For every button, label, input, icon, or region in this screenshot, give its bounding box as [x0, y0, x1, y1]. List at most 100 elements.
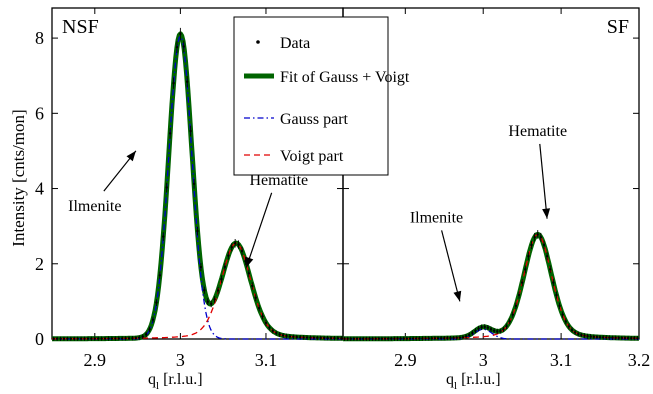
- data-point-right-45: [483, 324, 486, 330]
- data-point-right-24: [418, 336, 421, 341]
- data-point-right-10: [374, 336, 377, 341]
- data-point-right-66: [549, 265, 552, 274]
- legend: Data Fit of Gauss + Voigt Gauss part Voi…: [233, 16, 410, 176]
- data-point-right-80: [592, 334, 596, 340]
- legend-label-gauss: Gauss part: [280, 111, 349, 128]
- data-point-right-53: [508, 318, 511, 325]
- data-point-right-61: [533, 232, 536, 242]
- data-point-left-48: [216, 286, 220, 295]
- data-point-left-40: [189, 125, 192, 137]
- data-point-right-62: [536, 230, 539, 239]
- data-point-left-33: [165, 182, 168, 193]
- data-point-left-49: [220, 275, 223, 283]
- annotation-arrowhead-right-1: [542, 208, 551, 219]
- x-axis-label-right: ql [r.l.u.]: [446, 371, 501, 392]
- data-point-right-81: [595, 334, 599, 340]
- data-point-left-79: [322, 335, 326, 341]
- data-point-left-74: [305, 335, 309, 340]
- data-point-right-17: [396, 336, 399, 341]
- data-point-right-56: [517, 291, 521, 299]
- data-point-left-50: [223, 262, 227, 271]
- data-point-right-89: [620, 335, 624, 341]
- panel-title-right: SF: [607, 16, 629, 38]
- data-point-left-73: [302, 335, 305, 340]
- data-point-left-61: [261, 313, 264, 320]
- data-point-right-36: [455, 335, 458, 341]
- data-point-right-31: [439, 336, 443, 341]
- data-point-right-79: [589, 334, 592, 339]
- data-point-right-50: [499, 328, 502, 334]
- annotation-arrow-right-1: [539, 143, 548, 219]
- data-point-right-71: [564, 318, 567, 325]
- data-point-left-41: [192, 178, 196, 189]
- data-point-right-11: [377, 336, 381, 341]
- data-point-left-47: [213, 295, 216, 303]
- data-point-left-66: [278, 332, 281, 337]
- data-point-left-2: [59, 336, 62, 341]
- data-point-left-16: [107, 336, 110, 341]
- data-point-right-64: [542, 240, 546, 250]
- data-point-right-87: [614, 335, 617, 341]
- data-point-right-92: [630, 335, 633, 341]
- y-tick-label-4: 8: [35, 28, 44, 48]
- data-point-right-4: [355, 336, 359, 341]
- panel-title-left: NSF: [62, 16, 99, 38]
- data-point-left-84: [340, 336, 343, 341]
- data-point-left-22: [127, 336, 131, 341]
- data-point-left-37: [179, 27, 182, 40]
- data-point-left-53: [233, 239, 237, 248]
- data-point-left-63: [268, 324, 271, 331]
- data-point-right-57: [520, 278, 524, 287]
- data-point-right-49: [496, 328, 499, 335]
- data-point-left-78: [319, 335, 322, 341]
- data-point-left-54: [237, 240, 240, 249]
- data-point-right-48: [492, 327, 496, 334]
- data-point-left-12: [93, 336, 96, 341]
- data-point-right-72: [567, 323, 571, 330]
- legend-label-fit: Fit of Gauss + Voigt: [280, 69, 410, 86]
- data-point-right-76: [580, 332, 583, 338]
- annotation-label-left-0: Ilmenite: [68, 198, 121, 215]
- x-tick-label-right-0: 2.9: [394, 350, 417, 370]
- data-point-right-78: [586, 333, 589, 339]
- data-point-right-18: [399, 336, 402, 341]
- panel-nsf: 2.9 3 3.1 0 2 4 6 8 NSF Ilmenite Hematite: [35, 7, 345, 370]
- data-point-left-59: [254, 294, 257, 302]
- data-point-right-33: [446, 335, 449, 341]
- legend-marker-data: [256, 40, 260, 44]
- data-point-right-21: [408, 336, 412, 341]
- data-point-right-58: [524, 265, 527, 274]
- data-point-right-1: [346, 336, 349, 341]
- data-point-left-70: [292, 334, 295, 340]
- data-point-right-52: [505, 323, 508, 330]
- data-point-left-26: [141, 334, 144, 339]
- data-point-left-4: [66, 336, 69, 341]
- data-point-right-74: [573, 329, 577, 335]
- data-point-right-70: [561, 311, 564, 318]
- data-point-left-52: [230, 243, 233, 252]
- fit-curve-right: [341, 231, 641, 342]
- data-point-right-27: [427, 336, 430, 341]
- data-point-right-46: [486, 324, 490, 331]
- x-tick-label-left-0: 2.9: [84, 350, 107, 370]
- data-point-left-30: [155, 299, 158, 306]
- data-point-right-90: [623, 335, 627, 341]
- voigt-curve-right: [343, 233, 639, 340]
- data-point-left-19: [117, 336, 120, 341]
- data-point-right-67: [552, 278, 555, 287]
- data-point-left-3: [62, 336, 66, 341]
- data-point-right-55: [514, 302, 518, 310]
- data-point-right-60: [530, 240, 533, 250]
- data-point-left-21: [124, 336, 127, 341]
- annotation-label-right-0: Ilmenite: [410, 209, 463, 226]
- data-point-right-69: [558, 302, 561, 310]
- data-point-right-40: [467, 332, 471, 338]
- data-point-left-44: [203, 286, 206, 294]
- data-point-left-34: [168, 128, 172, 139]
- data-point-left-36: [175, 41, 179, 54]
- annotation-label-right-1: Hematite: [508, 123, 567, 140]
- data-point-right-34: [449, 335, 452, 341]
- data-point-right-16: [393, 336, 396, 341]
- data-point-left-25: [138, 335, 141, 340]
- data-point-left-57: [247, 269, 251, 278]
